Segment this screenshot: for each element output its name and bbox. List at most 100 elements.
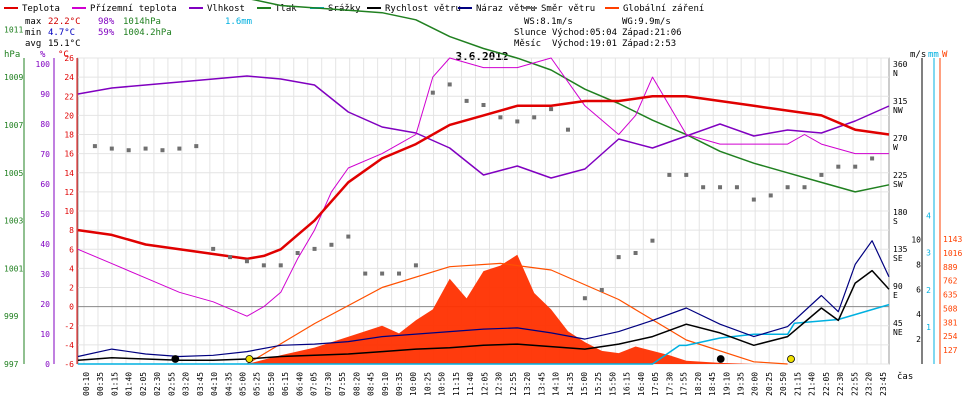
series-humidity-line (77, 75, 890, 179)
wind-direction-point (312, 246, 317, 251)
x-tick: 13:45 (537, 372, 546, 396)
tick-label-winddir-name: N (893, 69, 898, 78)
x-tick-label: 15:25 (594, 372, 603, 396)
x-tick-label: 12:30 (495, 372, 504, 396)
x-tick: 05:00 (239, 372, 248, 396)
tick-label-temp: 0 (69, 303, 74, 312)
tick-label-temp: 4 (69, 264, 74, 273)
wind-direction-point (109, 146, 114, 151)
wind-direction-point (397, 271, 402, 276)
x-tick: 22:30 (836, 372, 845, 396)
stats-max-label: max (25, 17, 42, 27)
legend-label: Teplota (22, 4, 60, 14)
x-tick: 11:40 (466, 372, 475, 396)
tick-label-temp: 24 (64, 73, 74, 82)
tick-label-rain: 4 (926, 212, 931, 221)
legend-label: Směr větru (541, 4, 595, 14)
wind-direction-point (768, 193, 773, 198)
x-tick-label: 00:10 (82, 372, 91, 396)
sunset-marker (787, 355, 795, 363)
tick-label-humidity: 70 (40, 150, 50, 159)
stats-panel: max 22.2°C 98% 1014hPa 1.6mm min 4.7°C 5… (25, 17, 252, 49)
x-tick-label: 08:45 (367, 372, 376, 396)
x-tick: 22:05 (822, 372, 831, 396)
wind-direction-point (346, 234, 351, 239)
tick-label-winddir: 360 (893, 60, 908, 69)
sunrise-marker (245, 355, 254, 363)
tick-label-windspeed: 2 (916, 335, 921, 344)
unit-mm: mm (928, 50, 939, 60)
x-tick-label: 00:35 (96, 372, 105, 396)
tick-label-humidity: 90 (40, 90, 50, 99)
wind-direction-point (261, 263, 266, 268)
x-tick: 18:45 (708, 372, 717, 396)
x-tick-label: 15:50 (608, 372, 617, 396)
wind-direction-point (701, 185, 706, 190)
wind-direction-point (92, 144, 97, 149)
moon-label: Měsíc (514, 39, 541, 49)
x-tick-label: 19:10 (722, 372, 731, 396)
x-tick-label: 10:50 (438, 372, 447, 396)
tick-label-humidity: 0 (45, 360, 50, 369)
tick-label-pressure: 1001 (4, 264, 23, 273)
x-tick: 00:35 (96, 372, 105, 396)
x-tick: 12:30 (495, 372, 504, 396)
x-tick-label: 08:20 (352, 372, 361, 396)
x-tick-label: 20:25 (765, 372, 774, 396)
x-tick: 20:00 (751, 372, 760, 396)
x-tick: 19:10 (722, 372, 731, 396)
legend-label: Vlhkost (207, 4, 245, 14)
tick-label-radiation: 508 (943, 304, 958, 313)
tick-label-radiation: 254 (943, 332, 958, 341)
tick-label-humidity: 30 (40, 270, 50, 279)
tick-label-radiation: 381 (943, 318, 958, 327)
x-tick: 06:40 (295, 372, 304, 396)
x-tick-label: 01:15 (110, 372, 119, 396)
tick-label-humidity: 60 (40, 180, 50, 189)
x-tick: 23:20 (865, 372, 874, 396)
tick-label-winddir: 270 (893, 134, 908, 143)
x-tick-label: 10:00 (409, 372, 418, 396)
x-tick: 15:00 (580, 372, 589, 396)
tick-label-rain: 3 (926, 249, 931, 258)
tick-label-temp: 8 (69, 226, 74, 235)
x-tick-label: 02:05 (139, 372, 148, 396)
x-tick-label: 03:20 (182, 372, 191, 396)
legend-label: Tlak (275, 4, 297, 14)
tick-label-temp: 26 (64, 54, 74, 63)
tick-label-radiation: 127 (943, 346, 958, 355)
x-axis-ticks: 00:10 00:35 01:15 01:40 02:05 02:30 02:55 03:20… (82, 372, 888, 396)
tick-label-temp: 12 (64, 188, 74, 197)
wind-direction-point (430, 90, 435, 95)
tick-label-temp: -6 (64, 360, 74, 369)
x-tick-label: 15:00 (580, 372, 589, 396)
x-tick: 22:55 (850, 372, 859, 396)
x-tick-label: 16:40 (637, 372, 646, 396)
tick-label-temp: -2 (64, 322, 74, 331)
tick-label-radiation: 635 (943, 291, 958, 300)
wind-direction-point (549, 107, 554, 112)
x-tick-label: 11:40 (466, 372, 475, 396)
unit-ms: m/s (910, 50, 926, 60)
x-tick-label: 12:55 (509, 372, 518, 396)
tick-label-temp: 16 (64, 150, 74, 159)
wind-direction-point (853, 164, 858, 169)
moon-set: Západ:2:53 (622, 39, 676, 49)
stats-min-temp: 4.7°C (48, 28, 75, 38)
tick-label-pressure: 997 (4, 360, 19, 369)
tick-label-temp: 20 (64, 111, 74, 120)
x-tick-label: 21:15 (793, 372, 802, 396)
tick-label-temp: 2 (69, 284, 74, 293)
tick-label-windspeed: 10 (911, 236, 921, 245)
x-tick-label: 13:45 (537, 372, 546, 396)
x-tick: 15:50 (608, 372, 617, 396)
x-tick-label: 04:10 (210, 372, 219, 396)
tick-label-pressure: 1009 (4, 73, 23, 82)
wind-direction-point (532, 115, 537, 120)
wind-direction-point (633, 251, 638, 256)
moonset-marker (171, 355, 180, 363)
tick-label-temp: -4 (64, 341, 74, 350)
unit-pct: % (40, 50, 46, 60)
tick-label-humidity: 50 (40, 210, 50, 219)
x-tick-label: 23:20 (865, 372, 874, 396)
